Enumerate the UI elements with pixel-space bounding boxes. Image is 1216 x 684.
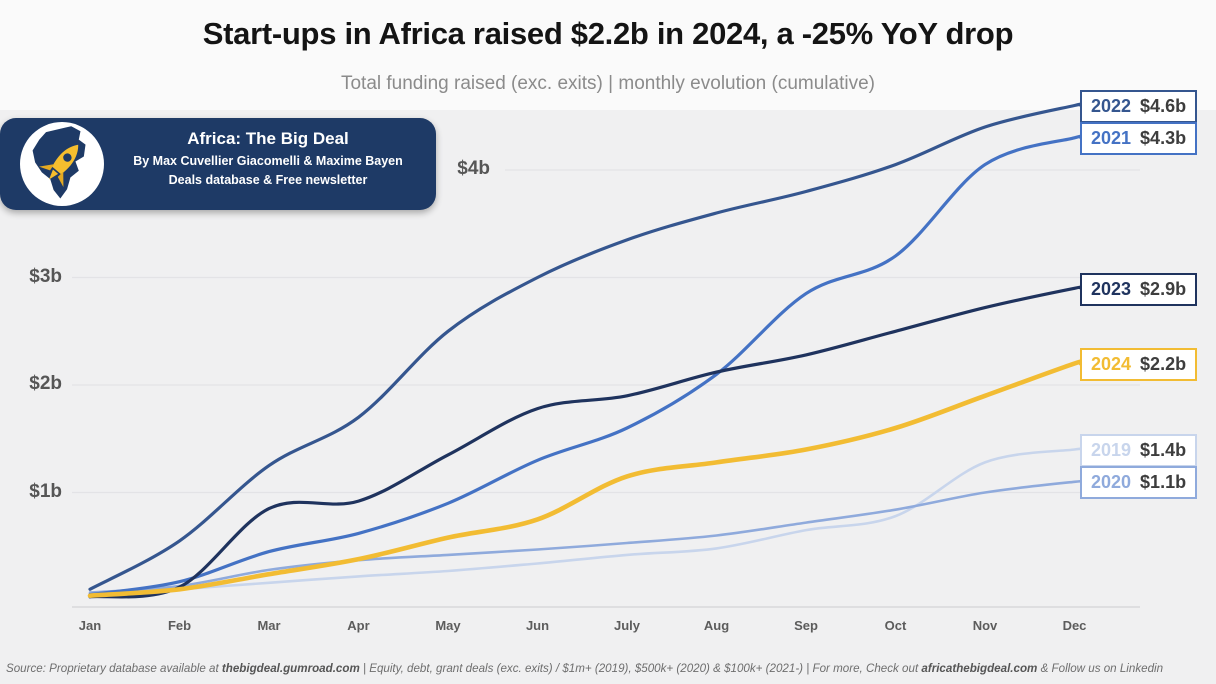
y-tick-$1b: $1b xyxy=(29,480,62,502)
legend-2019: 2019 $1.4b xyxy=(1080,434,1198,467)
line-2022 xyxy=(88,102,1085,591)
x-tick-Nov: Nov xyxy=(972,618,998,633)
line-2023 xyxy=(88,285,1085,599)
legend-total-2020: $1.1b xyxy=(1140,472,1187,493)
legend-year-2023: 2023 xyxy=(1091,278,1132,299)
legend-year-2019: 2019 xyxy=(1091,440,1132,460)
legend-total-2021: $4.3b xyxy=(1140,128,1187,149)
source-footer: Source: Proprietary database available a… xyxy=(6,662,1210,675)
x-tick-Feb: Feb xyxy=(167,618,192,633)
page-title: Start-ups in Africa raised $2.2b in 2024… xyxy=(202,16,1014,51)
x-tick-Jun: Jun xyxy=(525,618,550,633)
line-2021 xyxy=(88,134,1085,597)
chart-subtitle: Total funding raised (exc. exits) | mont… xyxy=(340,73,875,94)
legend-2022: 2022 $4.6b xyxy=(1080,90,1198,123)
x-tick-Mar: Mar xyxy=(257,618,281,633)
x-tick-Aug: Aug xyxy=(703,618,730,633)
brand-title: Africa: The Big Deal xyxy=(187,129,349,148)
legend-year-2021: 2021 xyxy=(1091,128,1132,149)
x-tick-May: May xyxy=(435,618,461,633)
line-2020 xyxy=(88,479,1085,594)
x-tick-July: July xyxy=(613,618,640,633)
brand-logo-circle xyxy=(20,122,104,206)
legend-year-2020: 2020 xyxy=(1091,472,1132,493)
brand-text: Africa: The Big Deal By Max Cuvellier Gi… xyxy=(112,129,424,190)
x-tick-Dec: Dec xyxy=(1062,618,1087,633)
africa-rocket-icon xyxy=(32,126,86,199)
footer-gumroad-link: thebigdeal.gumroad.com xyxy=(221,662,360,675)
legend-total-2019: $1.4b xyxy=(1140,440,1187,460)
y-tick-$2b: $2b xyxy=(29,373,62,394)
legend-2020: 2020 $1.1b xyxy=(1080,466,1198,500)
legend-2024: 2024 $2.2b xyxy=(1080,348,1198,381)
x-tick-Oct: Oct xyxy=(884,618,907,633)
y-tick-$4b: $4b xyxy=(457,158,490,179)
legend-2023: 2023 $2.9b xyxy=(1080,272,1198,306)
x-tick-Apr: Apr xyxy=(347,618,370,633)
footer-mid: | Equity, debt, grant deals (exc. exits)… xyxy=(359,662,922,675)
brand-badge: Africa: The Big Deal By Max Cuvellier Gi… xyxy=(0,118,436,210)
brand-authors: By Max Cuvellier Giacomelli & Maxime Bay… xyxy=(133,154,403,168)
line-2024 xyxy=(87,358,1086,598)
footer-prefix: Source: Proprietary database available a… xyxy=(6,662,222,675)
line-2019 xyxy=(88,447,1085,597)
x-tick-Jan: Jan xyxy=(78,618,102,633)
legend-year-2024: 2024 xyxy=(1091,354,1132,374)
legend-year-2022: 2022 xyxy=(1091,96,1132,116)
y-tick-$3b: $3b xyxy=(29,265,62,287)
legend-total-2022: $4.6b xyxy=(1140,96,1187,116)
footer-website-link: africathebigdeal.com xyxy=(921,662,1038,675)
legend-total-2024: $2.2b xyxy=(1140,354,1187,374)
footer-suffix: & Follow us on Linkedin xyxy=(1037,662,1164,675)
legend-total-2023: $2.9b xyxy=(1140,278,1187,299)
x-tick-Sep: Sep xyxy=(794,618,818,633)
brand-tagline: Deals database & Free newsletter xyxy=(168,172,368,187)
header-band xyxy=(0,0,1216,110)
legend-2021: 2021 $4.3b xyxy=(1080,122,1198,156)
